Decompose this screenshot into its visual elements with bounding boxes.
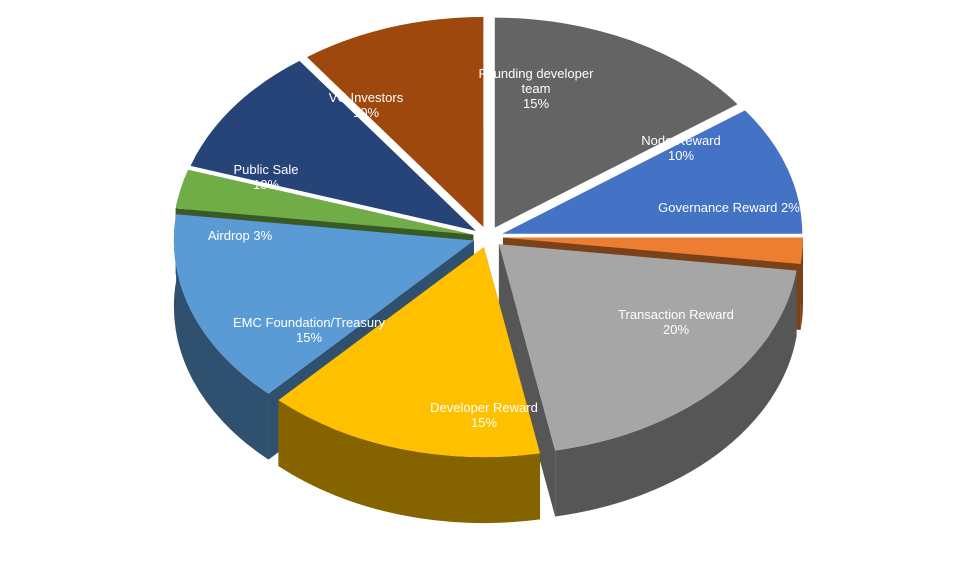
pie-slice-rim-governance-reward bbox=[800, 237, 803, 330]
pie-slice-rim-emc-foundation-treasury bbox=[173, 214, 269, 460]
slice-label-developer-reward: Developer Reward 15% bbox=[430, 400, 538, 430]
slice-label-transaction-reward: Transaction Reward 20% bbox=[618, 307, 734, 337]
slice-label-vc-investors: VC Investors 10% bbox=[329, 90, 404, 120]
slice-label-node-reward: Node Reward 10% bbox=[641, 133, 721, 163]
pie-slice-side-transaction-reward-end bbox=[498, 244, 556, 517]
pie-slice-airdrop bbox=[175, 169, 474, 235]
pie-slice-developer-reward bbox=[278, 247, 541, 458]
pie-slice-rim-transaction-reward bbox=[555, 270, 797, 517]
pie-slice-founding-developer-team bbox=[494, 17, 738, 228]
pie-slice-governance-reward bbox=[502, 237, 803, 264]
pie-slice-transaction-reward bbox=[498, 244, 797, 451]
slice-label-emc-foundation-treasury: EMC Foundation/Treasury 15% bbox=[233, 315, 385, 345]
slice-label-public-sale: Public Sale 10% bbox=[233, 162, 298, 192]
pie-slice-node-reward bbox=[502, 110, 803, 234]
slice-label-governance-reward: Governance Reward 2% bbox=[658, 200, 800, 215]
pie-slice-emc-foundation-treasury bbox=[173, 214, 474, 394]
slice-label-airdrop: Airdrop 3% bbox=[208, 228, 273, 243]
pie-slice-rim-developer-reward bbox=[278, 400, 541, 524]
pie-slice-vc-investors bbox=[307, 17, 484, 228]
pie-slice-public-sale bbox=[190, 60, 476, 231]
slice-label-founding-developer-team: Founding developer team 15% bbox=[479, 66, 595, 111]
